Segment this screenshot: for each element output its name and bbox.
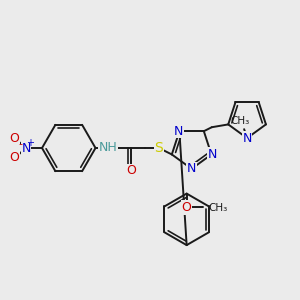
Text: N: N	[208, 148, 217, 161]
Text: O: O	[9, 152, 19, 164]
Text: +: +	[26, 138, 34, 148]
Text: S: S	[154, 141, 163, 155]
Text: N: N	[187, 162, 196, 175]
Text: O: O	[182, 201, 192, 214]
Text: NH: NH	[99, 140, 118, 154]
Text: N: N	[174, 125, 183, 138]
Text: CH₃: CH₃	[208, 203, 228, 214]
Text: O: O	[126, 164, 136, 177]
Text: N: N	[22, 142, 31, 154]
Text: N: N	[242, 132, 252, 145]
Text: -: -	[18, 139, 22, 149]
Text: CH₃: CH₃	[230, 116, 250, 126]
Text: O: O	[9, 132, 19, 145]
